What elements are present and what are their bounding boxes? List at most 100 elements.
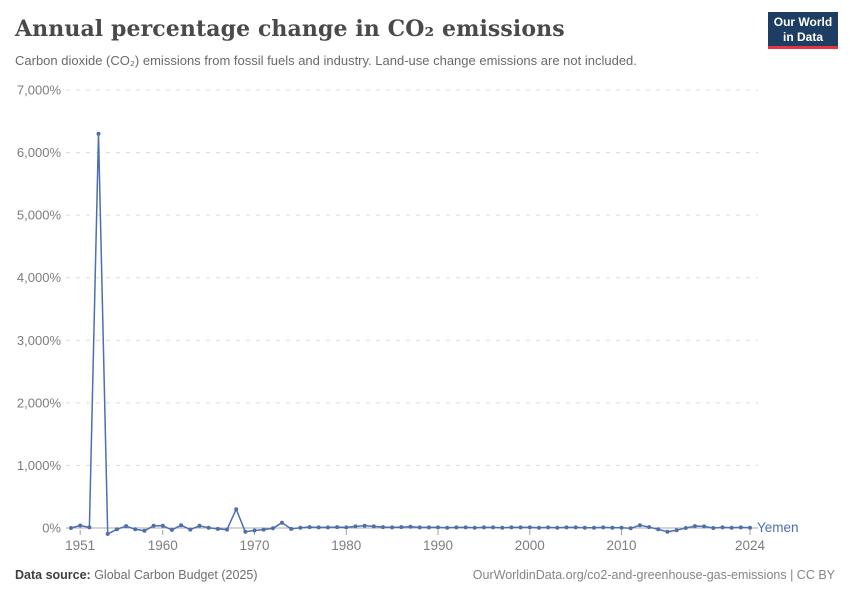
data-point[interactable] (344, 525, 349, 530)
data-point[interactable] (188, 527, 193, 532)
data-point[interactable] (527, 525, 532, 530)
x-axis-tick-label: 1980 (331, 538, 361, 553)
data-point[interactable] (748, 525, 752, 530)
data-point[interactable] (197, 523, 202, 528)
data-point[interactable] (674, 528, 679, 533)
data-point[interactable] (307, 525, 312, 530)
y-axis-tick-label: 4,000% (17, 270, 62, 285)
data-point[interactable] (252, 528, 257, 533)
data-point[interactable] (270, 526, 275, 531)
data-point[interactable] (124, 524, 129, 529)
data-point[interactable] (114, 527, 119, 532)
data-source: Data source: Global Carbon Budget (2025) (15, 568, 258, 582)
data-point[interactable] (105, 531, 110, 536)
data-point[interactable] (481, 525, 486, 530)
chart-subtitle: Carbon dioxide (CO₂) emissions from foss… (15, 53, 637, 68)
y-axis-tick-label: 0% (42, 521, 61, 536)
x-axis-tick-label: 1951 (65, 538, 95, 553)
canonical-url-link[interactable]: OurWorldinData.org/co2-and-greenhouse-ga… (472, 568, 835, 582)
owid-logo-line1: Our World (773, 15, 833, 29)
data-point[interactable] (665, 529, 670, 534)
data-point[interactable] (463, 525, 468, 530)
data-point[interactable] (96, 131, 101, 136)
data-point[interactable] (601, 525, 606, 530)
data-point[interactable] (325, 525, 330, 530)
data-point[interactable] (582, 525, 587, 530)
data-point[interactable] (206, 525, 211, 530)
series-label-yemen[interactable]: Yemen (757, 520, 799, 535)
y-axis-tick-label: 1,000% (17, 458, 62, 473)
data-point[interactable] (711, 526, 716, 530)
data-point[interactable] (564, 525, 569, 530)
data-point[interactable] (87, 525, 92, 530)
x-axis-tick-label: 1960 (148, 538, 178, 553)
data-point[interactable] (573, 525, 578, 530)
data-point[interactable] (592, 525, 596, 530)
page-title: Annual percentage change in CO₂ emission… (15, 16, 565, 42)
data-point[interactable] (142, 528, 147, 533)
data-point[interactable] (353, 524, 358, 529)
data-point[interactable] (371, 524, 376, 529)
data-point[interactable] (316, 525, 321, 530)
data-source-value: Global Carbon Budget (2025) (90, 568, 258, 582)
data-point[interactable] (381, 525, 385, 530)
data-point[interactable] (261, 527, 266, 532)
data-point[interactable] (720, 525, 725, 530)
data-point[interactable] (298, 525, 303, 530)
data-point[interactable] (335, 525, 340, 530)
data-point[interactable] (628, 526, 633, 531)
data-point[interactable] (225, 527, 229, 532)
y-axis-tick-label: 2,000% (17, 395, 62, 410)
data-point[interactable] (78, 523, 83, 528)
data-point[interactable] (509, 525, 514, 530)
owid-logo[interactable]: Our World in Data (768, 12, 838, 49)
data-point[interactable] (234, 507, 239, 512)
data-point[interactable] (500, 525, 505, 530)
x-axis-tick-label: 1970 (239, 538, 269, 553)
y-axis-tick-label: 3,000% (17, 333, 62, 348)
data-point[interactable] (169, 527, 174, 532)
data-point[interactable] (445, 525, 450, 530)
data-point[interactable] (610, 525, 615, 530)
data-point[interactable] (546, 525, 551, 530)
data-point[interactable] (399, 525, 404, 530)
data-point[interactable] (647, 525, 652, 530)
data-point[interactable] (472, 525, 477, 530)
data-point[interactable] (151, 523, 156, 528)
data-point[interactable] (362, 523, 367, 528)
data-source-label: Data source: (15, 568, 91, 582)
data-point[interactable] (637, 523, 642, 528)
data-point[interactable] (408, 524, 413, 529)
data-point[interactable] (133, 527, 138, 532)
data-point[interactable] (692, 524, 697, 529)
data-point[interactable] (702, 524, 707, 529)
data-line-yemen[interactable] (70, 133, 751, 535)
data-point[interactable] (179, 523, 184, 528)
x-axis-tick-label: 2010 (607, 538, 637, 553)
data-point[interactable] (537, 525, 541, 530)
data-point[interactable] (215, 526, 220, 531)
data-point[interactable] (518, 525, 523, 530)
data-point[interactable] (69, 526, 73, 530)
data-point[interactable] (729, 525, 734, 530)
data-point[interactable] (619, 525, 624, 530)
data-point[interactable] (555, 525, 560, 530)
data-point[interactable] (243, 529, 248, 534)
data-point[interactable] (280, 520, 284, 525)
data-point[interactable] (656, 527, 661, 532)
data-point[interactable] (454, 525, 459, 530)
data-point[interactable] (436, 525, 440, 530)
data-point[interactable] (426, 525, 431, 530)
chart-footer: Data source: Global Carbon Budget (2025)… (15, 568, 835, 582)
data-point[interactable] (683, 526, 688, 530)
data-point[interactable] (289, 526, 294, 531)
data-point[interactable] (390, 525, 395, 530)
data-point[interactable] (160, 523, 165, 528)
x-axis-tick-label: 2024 (735, 538, 766, 553)
data-point[interactable] (738, 525, 743, 530)
y-axis-tick-label: 5,000% (17, 208, 62, 223)
data-point[interactable] (491, 525, 496, 530)
data-point[interactable] (417, 525, 422, 530)
